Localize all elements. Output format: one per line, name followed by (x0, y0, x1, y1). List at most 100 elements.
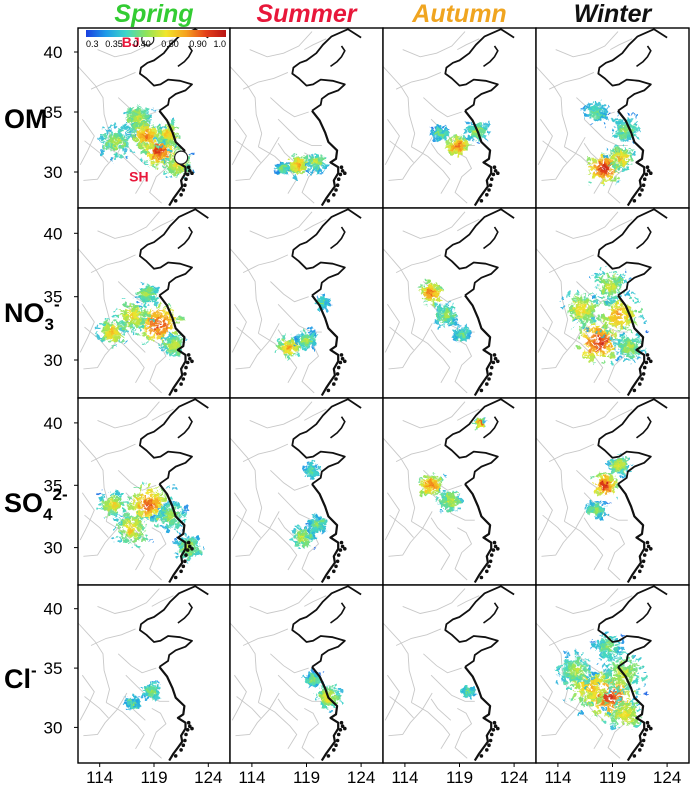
source-cell (169, 333, 174, 336)
source-cell (612, 169, 615, 173)
source-cell (599, 296, 603, 298)
source-cell (101, 336, 105, 340)
source-cell (484, 137, 489, 140)
source-cell (117, 321, 120, 326)
source-cell (594, 346, 597, 349)
source-cell (168, 512, 172, 515)
source-cell (314, 334, 317, 336)
source-cell (597, 115, 602, 118)
province-boundary (277, 118, 322, 147)
source-cell (310, 530, 314, 533)
source-cell (96, 333, 100, 337)
island (332, 382, 336, 386)
source-cell (303, 535, 307, 537)
source-cell (315, 154, 320, 158)
source-cell (123, 328, 126, 331)
source-cell (630, 355, 635, 359)
source-cell (173, 331, 176, 334)
source-cell (127, 527, 132, 531)
source-cell (605, 332, 609, 335)
source-cell (588, 340, 591, 344)
source-cell (287, 173, 290, 175)
source-cell (438, 135, 441, 140)
source-cell (162, 319, 167, 323)
source-cell (590, 124, 593, 127)
source-cell (608, 161, 612, 164)
source-cell (626, 139, 630, 142)
source-cell (610, 362, 614, 366)
source-cell (424, 479, 429, 482)
source-cell (452, 334, 455, 336)
island (335, 559, 340, 564)
source-cell (576, 317, 581, 321)
source-cell (304, 540, 309, 543)
island (173, 199, 178, 203)
source-cell (594, 329, 596, 332)
source-cell (175, 146, 181, 150)
province-boundary (231, 118, 247, 166)
source-cell (138, 506, 142, 509)
source-cell (166, 349, 169, 353)
coastline-liaodong (330, 45, 346, 68)
source-cell (129, 535, 131, 538)
source-cell (155, 508, 159, 511)
source-cell (619, 326, 624, 329)
species-label-subscript: 3 (45, 315, 54, 334)
source-cell (145, 336, 150, 340)
source-cell (171, 501, 175, 505)
source-cell (624, 131, 629, 135)
source-cell (589, 321, 593, 324)
source-cell (317, 305, 320, 309)
source-cell (144, 144, 147, 146)
source-cell (302, 545, 305, 548)
source-cell (153, 138, 158, 140)
source-cell (112, 320, 116, 322)
source-cell (619, 130, 623, 132)
source-cell (155, 487, 160, 489)
island (343, 547, 347, 551)
source-cell (437, 138, 441, 142)
source-cell (576, 298, 579, 301)
source-cell (152, 299, 155, 304)
province-boundary (149, 527, 167, 581)
source-cell (121, 537, 126, 540)
panel-background (383, 398, 536, 585)
source-cell (103, 507, 107, 511)
source-cell (610, 155, 615, 158)
source-cell (148, 146, 152, 149)
source-cell (315, 470, 319, 472)
source-cell (115, 492, 118, 495)
source-cell (136, 333, 141, 336)
source-cell (586, 329, 590, 332)
source-cell (132, 517, 135, 522)
province-boundary (304, 218, 327, 232)
source-cell (592, 361, 596, 363)
source-cell (158, 140, 163, 143)
source-cell (629, 123, 633, 126)
source-cell (171, 151, 176, 154)
source-cell (588, 117, 591, 120)
source-cell (177, 505, 182, 508)
province-boundary (457, 408, 480, 421)
source-cell (609, 290, 614, 293)
source-cell (114, 334, 118, 337)
coastline-south (617, 294, 646, 397)
province-boundary (388, 511, 433, 557)
source-cell (627, 321, 632, 324)
source-cell (172, 165, 176, 168)
source-cell (295, 533, 299, 536)
source-cell (471, 130, 474, 134)
source-cell (126, 304, 129, 307)
source-cell (299, 535, 303, 539)
source-cell (608, 175, 613, 178)
source-cell (615, 165, 619, 168)
province-boundary (84, 140, 109, 163)
source-cell (572, 307, 577, 311)
panel-content (78, 398, 209, 584)
coastline-liaodong (177, 226, 193, 250)
source-cell (286, 350, 290, 353)
source-cell (600, 159, 603, 163)
source-cell (281, 161, 284, 164)
source-cell (144, 127, 149, 131)
source-cell (105, 332, 109, 336)
